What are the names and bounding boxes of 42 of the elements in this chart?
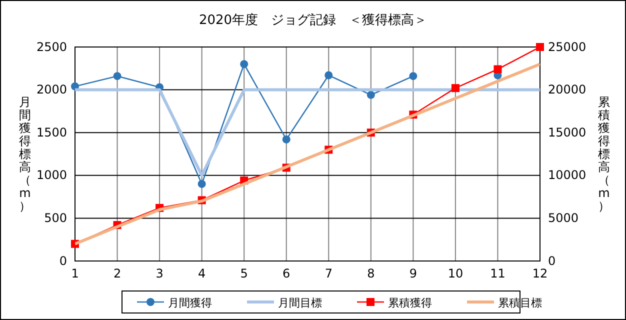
legend-label: 月間目標 bbox=[278, 296, 322, 310]
y-tick-label: 2500 bbox=[36, 40, 67, 54]
legend-label: 累積目標 bbox=[498, 296, 542, 310]
point bbox=[282, 135, 290, 144]
text: 累積獲得標高（m） bbox=[598, 95, 610, 213]
chart-title: 2020年度 ジョグ記録 ＜獲得標高＞ bbox=[198, 12, 428, 28]
y2-tick-label: 0 bbox=[548, 254, 556, 268]
x-tick-label: 12 bbox=[532, 266, 548, 281]
point bbox=[198, 180, 206, 188]
y-tick-label: 2000 bbox=[36, 82, 67, 97]
legend-label: 月間獲得 bbox=[168, 296, 212, 310]
point bbox=[366, 90, 375, 99]
x-tick-label: 9 bbox=[409, 266, 417, 281]
x-tick-label: 6 bbox=[282, 266, 290, 281]
point bbox=[113, 72, 122, 80]
x-tick-label: 7 bbox=[324, 266, 332, 281]
x-tick-label: 4 bbox=[198, 266, 206, 281]
point bbox=[494, 65, 502, 74]
x-tick-label: 1 bbox=[71, 266, 79, 281]
y2-tick-label: 25000 bbox=[548, 40, 586, 54]
point bbox=[71, 82, 79, 90]
point bbox=[240, 60, 248, 68]
x-tick-label: 3 bbox=[156, 266, 164, 281]
y2-tick-label: 15000 bbox=[548, 125, 586, 140]
point bbox=[451, 84, 460, 92]
x-tick-label: 5 bbox=[240, 266, 248, 281]
legend-label: 累積獲得 bbox=[388, 296, 432, 310]
x-tick-label: 8 bbox=[367, 266, 375, 281]
y-tick-label: 1500 bbox=[36, 125, 67, 140]
point bbox=[536, 43, 544, 51]
x-tick-label: 2 bbox=[113, 266, 122, 281]
text: 月間獲得標高（m） bbox=[19, 95, 31, 213]
y-tick-label: 500 bbox=[44, 211, 67, 226]
y-tick-label: 0 bbox=[59, 254, 67, 268]
point bbox=[409, 72, 418, 80]
y2-tick-label: 20000 bbox=[548, 82, 586, 97]
point bbox=[324, 71, 333, 80]
y2-tick-label: 5000 bbox=[548, 211, 579, 226]
y2-tick-label: 10000 bbox=[548, 168, 586, 182]
y-tick-label: 1000 bbox=[36, 168, 67, 182]
x-tick-label: 10 bbox=[448, 266, 464, 281]
x-tick-label: 11 bbox=[490, 266, 506, 281]
